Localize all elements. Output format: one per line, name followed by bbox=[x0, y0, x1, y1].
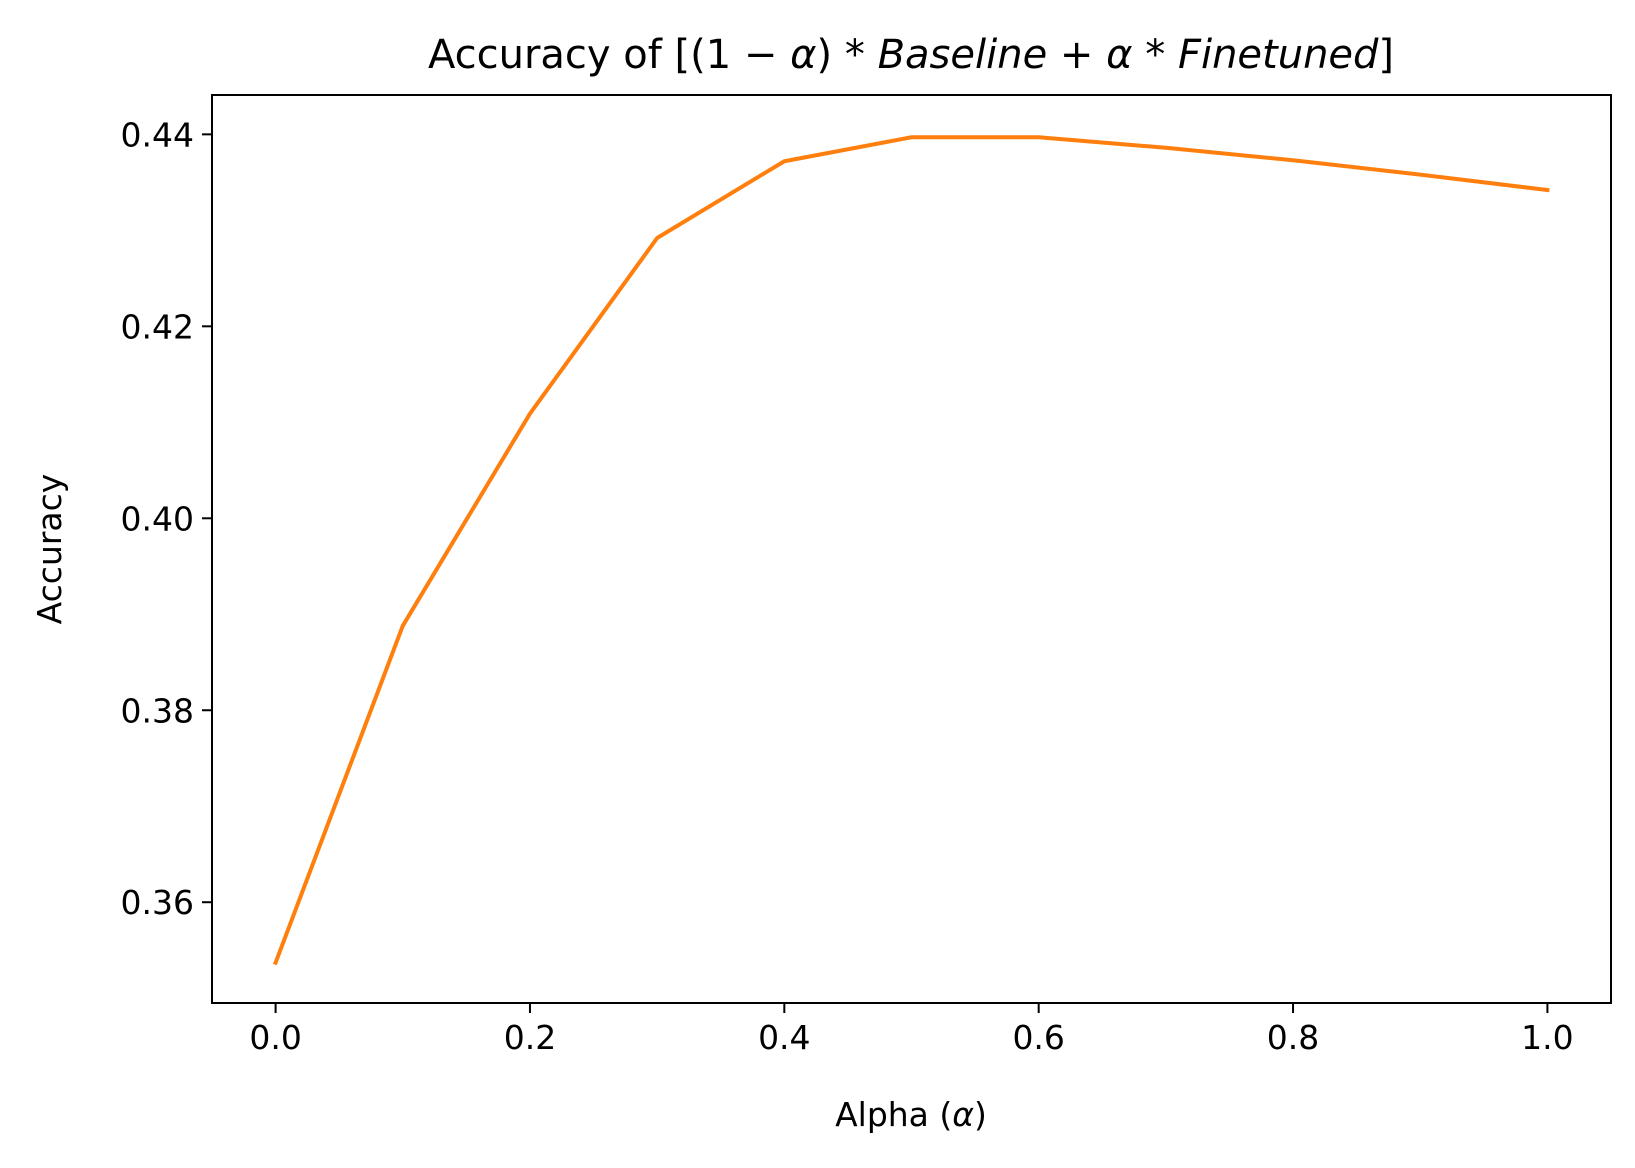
axes-frame bbox=[211, 94, 1612, 1004]
x-tick-label: 1.0 bbox=[1521, 1018, 1573, 1057]
y-axis-label: Accuracy bbox=[30, 474, 69, 625]
y-tick-label: 0.42 bbox=[121, 307, 194, 346]
series-line bbox=[273, 135, 1550, 966]
x-axis-label: Alpha (α) bbox=[835, 1095, 987, 1134]
x-tick-label: 0.4 bbox=[758, 1018, 810, 1057]
x-tick-label: 0.6 bbox=[1012, 1018, 1064, 1057]
x-tick-label: 0.2 bbox=[504, 1018, 556, 1057]
y-tick-label: 0.40 bbox=[121, 499, 194, 538]
x-tick-label: 0.0 bbox=[249, 1018, 301, 1057]
plot-area: 0.0 0.2 0.4 0.6 0.8 1.0 0.36 0.38 0.40 0.42 0.44 bbox=[121, 115, 1574, 1057]
y-tick-label: 0.44 bbox=[121, 115, 194, 154]
chart-title: Accuracy of [(1 − α) * Baseline + α * Fi… bbox=[428, 32, 1394, 78]
x-tick-label: 0.8 bbox=[1267, 1018, 1319, 1057]
y-tick-label: 0.38 bbox=[121, 691, 194, 730]
y-tick-label: 0.36 bbox=[121, 883, 194, 922]
